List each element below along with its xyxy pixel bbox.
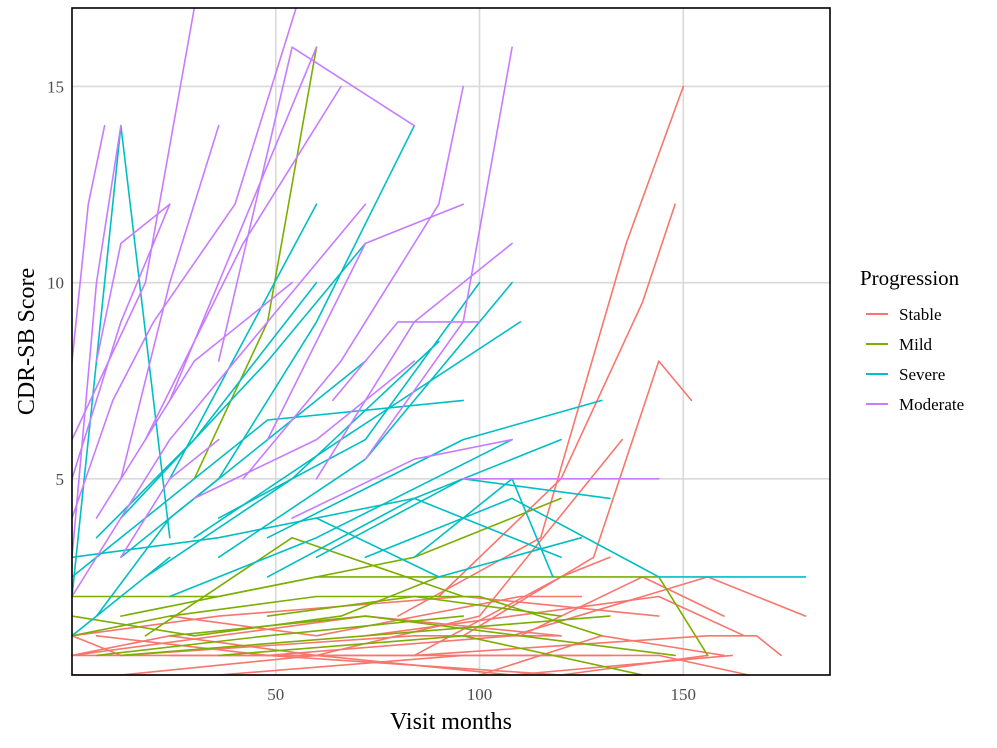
series-line-severe bbox=[364, 497, 807, 578]
series-line-severe bbox=[169, 203, 318, 480]
series-line-severe bbox=[193, 321, 522, 539]
series-line-moderate bbox=[120, 438, 220, 559]
series-line-severe bbox=[71, 556, 171, 637]
series-line-severe bbox=[217, 281, 481, 519]
series-line-stable bbox=[169, 634, 782, 657]
series-line-severe bbox=[120, 124, 416, 559]
grid bbox=[72, 8, 830, 675]
series-line-moderate bbox=[217, 46, 416, 362]
series-line-moderate bbox=[152, 7, 297, 323]
series-line-severe bbox=[266, 399, 603, 539]
series-line-moderate bbox=[71, 124, 106, 362]
series-line-moderate bbox=[71, 203, 171, 480]
series-line-mild bbox=[71, 576, 440, 637]
axis-ticks: 50 100 150 5 10 15 bbox=[47, 77, 696, 704]
series-line-severe bbox=[169, 438, 513, 598]
series-line-moderate bbox=[71, 321, 155, 519]
series-line-moderate bbox=[95, 281, 293, 519]
legend-label-moderate: Moderate bbox=[899, 395, 964, 414]
x-tick-label: 150 bbox=[671, 685, 697, 704]
series-line-severe bbox=[144, 340, 440, 578]
series-line-stable bbox=[437, 203, 676, 598]
series-line-stable bbox=[519, 576, 725, 637]
legend: Progression Stable Mild Severe Moderate bbox=[860, 266, 964, 414]
series-line-moderate bbox=[71, 124, 122, 559]
series-line-mild bbox=[217, 634, 644, 676]
series-line-stable bbox=[169, 595, 583, 637]
series-line-mild bbox=[71, 595, 318, 637]
legend-label-severe: Severe bbox=[899, 365, 945, 384]
series-line-moderate bbox=[331, 321, 481, 402]
plot-border bbox=[71, 7, 831, 676]
series-line-stable bbox=[315, 438, 624, 657]
y-tick-label: 10 bbox=[47, 274, 64, 293]
series-line-stable bbox=[266, 576, 807, 657]
series-line-mild bbox=[120, 615, 611, 657]
series-line-moderate bbox=[95, 203, 171, 362]
x-tick-label: 50 bbox=[267, 685, 284, 704]
legend-label-stable: Stable bbox=[899, 305, 942, 324]
series-line-severe bbox=[120, 242, 367, 519]
series-line-moderate bbox=[242, 85, 465, 480]
y-axis-title: CDR-SB Score bbox=[14, 268, 40, 415]
y-tick-label: 5 bbox=[56, 470, 65, 489]
x-tick-label: 100 bbox=[467, 685, 493, 704]
series-line-moderate bbox=[71, 7, 196, 441]
legend-label-mild: Mild bbox=[899, 335, 933, 354]
series-line-mild bbox=[315, 595, 603, 637]
series-line-moderate bbox=[193, 360, 416, 500]
series-line-moderate bbox=[291, 438, 513, 519]
series-line-severe bbox=[71, 124, 171, 598]
series-line-stable bbox=[120, 654, 734, 676]
series-line-moderate bbox=[144, 85, 342, 441]
legend-items: Stable Mild Severe Moderate bbox=[866, 305, 964, 414]
series-line-moderate bbox=[169, 46, 318, 402]
series-line-stable bbox=[71, 634, 562, 657]
x-axis-title: Visit months bbox=[390, 709, 512, 735]
y-tick-label: 15 bbox=[47, 77, 64, 96]
legend-title: Progression bbox=[860, 266, 960, 290]
series-line-mild bbox=[95, 615, 465, 657]
series-line-mild bbox=[144, 536, 465, 637]
plot-lines bbox=[71, 7, 807, 676]
series-line-severe bbox=[315, 517, 583, 578]
series-line-moderate bbox=[120, 124, 220, 480]
series-line-moderate bbox=[71, 203, 367, 598]
series-line-stable bbox=[217, 654, 750, 676]
